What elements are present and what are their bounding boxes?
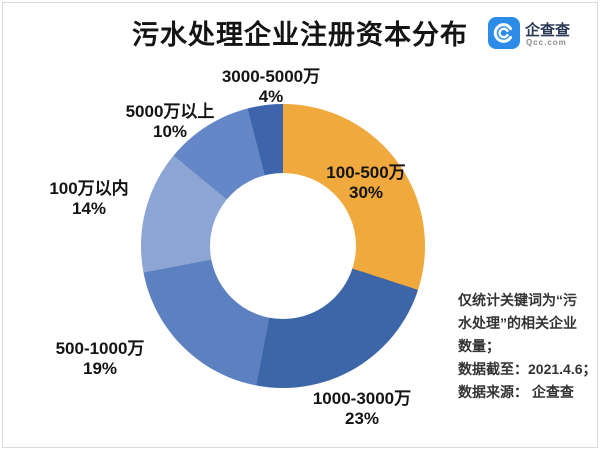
donut-hole xyxy=(210,173,356,319)
slice-label-1000-3000w: 1000-3000万 23% xyxy=(272,389,452,429)
slice-label-under-100w: 100万以内 14% xyxy=(0,179,179,219)
slice-label-text: 1000-3000万 xyxy=(312,389,412,408)
slice-label-over-5000w: 5000万以上 10% xyxy=(80,102,260,142)
qcc-spiral-c-icon xyxy=(488,17,520,49)
slice-label-text: 3000-5000万 xyxy=(221,67,321,86)
notes-block: 仅统计关键词为“污 水处理”的相关企业 数量； 数据截至：2021.4.6； 数… xyxy=(458,289,600,404)
note-line: 水处理”的相关企业 xyxy=(458,315,577,331)
qcc-logo: 企查查 Qcc.com xyxy=(488,16,588,52)
slice-label-pct: 14% xyxy=(71,199,107,218)
note-line: 仅统计关键词为“污 xyxy=(458,292,577,308)
qcc-logo-subtitle: Qcc.com xyxy=(526,38,567,47)
note-line: 数据截至：2021.4.6； xyxy=(458,361,597,377)
donut-chart xyxy=(141,104,425,388)
qcc-logo-text: 企查查 xyxy=(525,22,571,39)
page-title: 污水处理企业注册资本分布 xyxy=(132,20,468,50)
slice-label-text: 5000万以上 xyxy=(125,102,215,121)
slice-label-pct: 19% xyxy=(82,359,118,378)
slice-label-pct: 30% xyxy=(348,183,384,202)
slice-label-pct: 10% xyxy=(152,122,188,141)
note-line: 数据来源： 企查查 xyxy=(458,384,574,400)
slice-label-100-500w: 100-500万 30% xyxy=(276,163,456,203)
slice-label-text: 100万以内 xyxy=(49,179,129,198)
slice-label-pct: 4% xyxy=(258,87,284,106)
slice-label-500-1000w: 500-1000万 19% xyxy=(10,339,190,379)
note-line: 数量； xyxy=(458,338,500,354)
slice-label-3000-5000w: 3000-5000万 4% xyxy=(181,67,361,107)
slice-label-pct: 23% xyxy=(344,409,380,428)
slice-label-text: 100-500万 xyxy=(326,163,406,182)
slice-label-text: 500-1000万 xyxy=(55,339,145,358)
